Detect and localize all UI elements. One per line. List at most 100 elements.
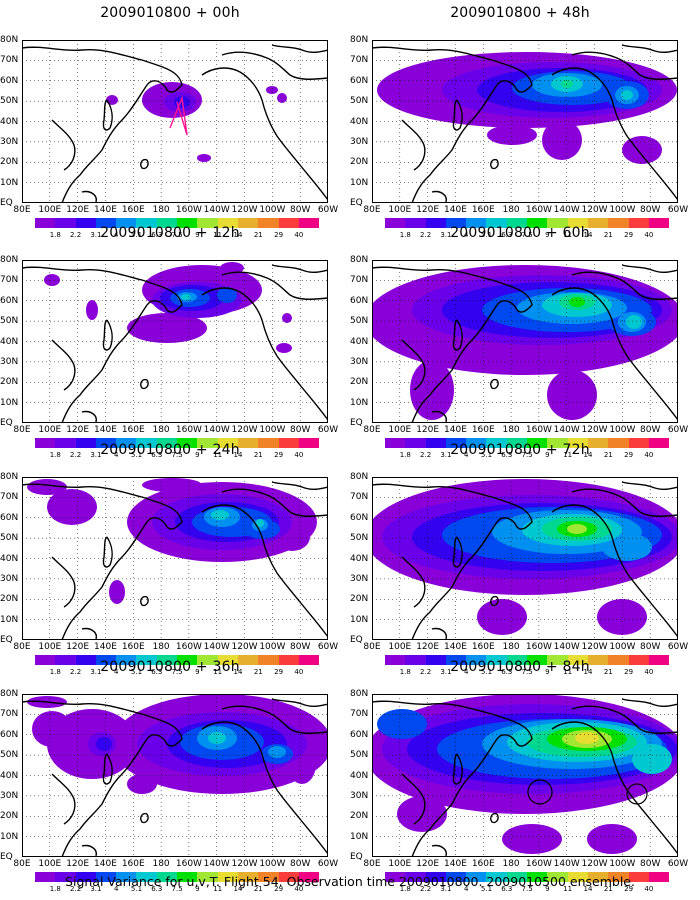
colorbar-swatch	[466, 655, 487, 665]
latitude-label: EQ	[0, 852, 13, 862]
coastline	[102, 99, 113, 131]
colorbar-label: 7.5	[171, 451, 183, 459]
colorbar-swatch	[385, 655, 406, 665]
colorbar-swatch	[648, 218, 670, 228]
latitude-label: 60N	[0, 295, 19, 306]
colorbar-swatch	[486, 218, 507, 228]
colorbar-swatch	[298, 655, 320, 665]
colorbar-label: 29	[274, 885, 284, 893]
colorbar-swatch	[547, 438, 568, 448]
coastline	[621, 698, 678, 707]
colorbar-label: 6.3	[501, 451, 513, 459]
coastline	[81, 627, 97, 640]
variance-contour	[487, 125, 537, 145]
variance-contour	[47, 489, 97, 525]
colorbar-label: 4	[463, 451, 469, 459]
colorbar-label: 2.2	[420, 668, 432, 676]
longitude-label: 180	[152, 205, 170, 215]
coastline	[431, 844, 447, 857]
colorbar-label: 9	[195, 231, 200, 239]
latitude-label: 70N	[350, 55, 369, 66]
longitude-label: 60W	[667, 642, 689, 652]
colorbar-label: 1.8	[49, 885, 61, 893]
longitude-label: 80E	[363, 642, 381, 652]
coastline	[431, 627, 447, 640]
map-frame	[22, 260, 328, 423]
longitude-label: 160E	[471, 642, 495, 652]
variance-contour	[547, 370, 597, 420]
colorbar-label: 5.1	[130, 668, 143, 676]
colorbar-label: 5.1	[130, 231, 143, 239]
colorbar-label: 1.8	[49, 451, 61, 459]
map-frame	[372, 694, 678, 857]
longitude-label: 100W	[259, 642, 286, 652]
latitude-label: 20N	[0, 157, 19, 168]
colorbar-label: 1.8	[49, 231, 61, 239]
longitude-label: 160W	[525, 205, 552, 215]
colorbar-label: 11	[563, 231, 573, 239]
latitude-label: 30N	[350, 356, 369, 367]
longitude-label: 60W	[667, 859, 689, 869]
latitude-label: 40N	[0, 770, 19, 781]
colorbar-swatch	[156, 218, 178, 228]
colorbar-label: 4	[113, 451, 119, 459]
variance-map	[22, 694, 328, 857]
colorbar-swatch	[217, 655, 238, 665]
map-panel-p00: 2009010800 + 00h 80N 70N 60N 50N 40N 30N 20N 10N…	[0, 5, 340, 239]
latitude-label: 30N	[350, 136, 369, 147]
coastline	[271, 264, 328, 273]
colorbar-swatch	[425, 218, 446, 228]
colorbar-swatch	[628, 655, 649, 665]
coastline	[452, 753, 463, 785]
colorbar-swatch	[217, 872, 238, 882]
colorbar-swatch	[258, 655, 279, 665]
coastline	[571, 51, 678, 80]
colorbar-swatch	[425, 438, 446, 448]
map-panel-p84: 2009010800 + 84h 80N 70N 60N 50N 40N 30N 20N 10N…	[350, 659, 690, 893]
colorbar-label: 9	[195, 451, 200, 459]
coastline	[140, 158, 149, 170]
latitude-label: 20N	[0, 594, 19, 605]
colorbar-label: 3.1	[440, 668, 452, 676]
colorbar-swatch	[405, 872, 426, 882]
colorbar-swatch	[405, 218, 426, 228]
longitude-label: 140W	[553, 642, 580, 652]
colorbar-label: 11	[563, 668, 573, 676]
coastline	[22, 700, 183, 857]
variance-contour	[282, 313, 292, 323]
map-frame	[372, 40, 678, 203]
colorbar-label: 5.1	[130, 451, 143, 459]
latitude-label: 70N	[350, 275, 369, 286]
coastline	[201, 504, 328, 638]
variance-contour	[276, 343, 292, 353]
latitude-label: 60N	[0, 75, 19, 86]
variance-contour	[561, 80, 573, 88]
map-panel-p72: 2009010800 + 72h 80N 70N 60N 50N 40N 30N 20N 10N…	[350, 442, 690, 676]
latitude-label: 20N	[0, 811, 19, 822]
longitude-label: 140E	[444, 859, 467, 869]
colorbar-swatch	[177, 218, 198, 228]
latitude-label: 40N	[350, 553, 369, 564]
colorbar-label: 21	[603, 451, 613, 459]
colorbar-swatch	[136, 655, 157, 665]
colorbar-label: 11	[563, 885, 573, 893]
longitude-label: 140W	[203, 642, 230, 652]
coastline	[51, 339, 76, 391]
longitude-label: 80W	[289, 425, 311, 435]
panel-title: 2009010800 + 24h	[100, 442, 240, 458]
colorbar	[385, 438, 670, 448]
variance-contour	[181, 294, 191, 300]
longitude-label: 120E	[416, 859, 440, 869]
latitude-label: 60N	[350, 512, 369, 523]
latitude-label: EQ	[0, 635, 13, 645]
colorbar-label: 6.3	[501, 885, 513, 893]
colorbar-swatch	[197, 218, 218, 228]
colorbar-label: 6.3	[151, 451, 163, 459]
colorbar-label: 6.3	[151, 668, 163, 676]
longitude-label: 60W	[317, 859, 339, 869]
variance-contour	[502, 824, 562, 854]
colorbar-swatch	[405, 655, 426, 665]
colorbar-swatch	[506, 218, 528, 228]
longitude-label: 140W	[203, 859, 230, 869]
colorbar-swatch	[628, 218, 649, 228]
